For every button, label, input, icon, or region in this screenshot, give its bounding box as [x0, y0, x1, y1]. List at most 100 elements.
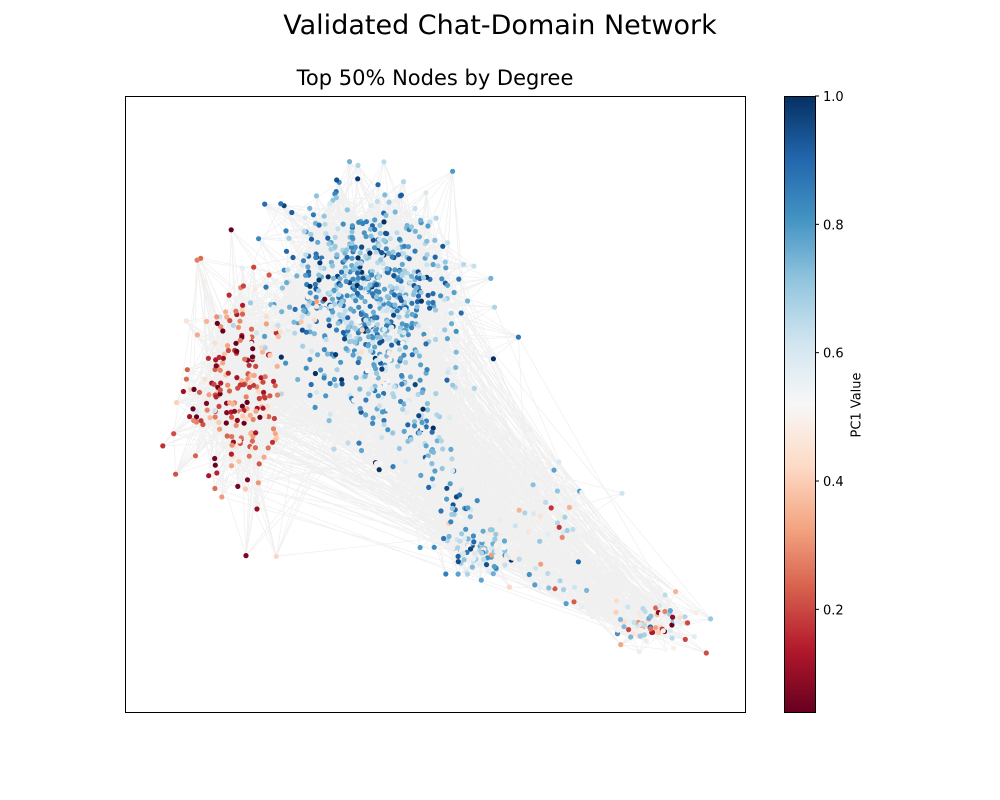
network-node — [386, 378, 392, 384]
network-node — [225, 343, 231, 349]
network-node — [382, 381, 388, 388]
network-node — [625, 604, 631, 610]
network-node — [389, 324, 395, 330]
network-node — [423, 443, 429, 449]
network-node — [379, 409, 386, 415]
network-node — [283, 360, 289, 366]
network-node — [411, 423, 418, 429]
network-node — [378, 354, 384, 360]
network-node — [408, 273, 415, 279]
network-node — [354, 290, 360, 296]
network-node — [305, 294, 311, 300]
network-node — [323, 393, 329, 399]
network-node — [279, 285, 285, 291]
network-node — [491, 563, 497, 570]
network-node — [490, 356, 496, 362]
network-node — [403, 359, 409, 366]
network-node — [303, 272, 309, 278]
network-node — [473, 528, 479, 534]
network-node — [386, 300, 392, 307]
network-node — [368, 203, 374, 209]
network-node — [442, 259, 448, 265]
network-node — [397, 295, 403, 301]
network-node — [471, 385, 477, 391]
network-node — [341, 311, 347, 318]
network-node — [427, 305, 433, 311]
network-node — [444, 496, 450, 502]
network-node — [233, 308, 239, 314]
network-node — [263, 284, 269, 290]
network-node — [653, 605, 659, 611]
network-node — [643, 638, 649, 644]
network-node — [399, 372, 405, 379]
network-node — [432, 237, 438, 243]
network-node — [399, 261, 405, 267]
network-node — [249, 354, 256, 360]
network-node — [431, 544, 437, 550]
network-node — [233, 422, 239, 428]
network-node — [331, 287, 337, 293]
network-node — [537, 585, 543, 591]
network-node — [391, 312, 397, 318]
network-node — [239, 403, 245, 409]
network-node — [256, 236, 262, 242]
network-node — [556, 459, 562, 465]
network-node — [308, 236, 315, 242]
network-node — [439, 276, 445, 282]
network-node — [429, 461, 435, 467]
network-node — [220, 360, 226, 366]
network-node — [471, 539, 477, 545]
network-node — [292, 306, 298, 312]
network-node — [223, 309, 229, 315]
network-node — [404, 222, 410, 229]
network-node — [340, 221, 346, 227]
network-node — [653, 625, 659, 631]
network-node — [543, 499, 549, 505]
network-node — [224, 314, 230, 320]
network-node — [194, 257, 200, 263]
network-node — [373, 358, 380, 364]
network-node — [355, 359, 361, 366]
colorbar-ticks: 0.2 0.4 0.6 0.8 1.0 — [815, 90, 844, 618]
network-node — [372, 217, 378, 223]
network-node — [392, 267, 398, 273]
network-node — [347, 333, 353, 339]
network-node — [228, 227, 234, 233]
network-node — [641, 622, 648, 628]
network-node — [363, 219, 369, 225]
network-node — [328, 303, 334, 309]
network-node — [401, 330, 407, 336]
network-node — [424, 401, 430, 407]
network-node — [363, 317, 369, 323]
network-node — [344, 247, 350, 253]
network-node — [445, 282, 451, 288]
network-node — [411, 269, 417, 275]
network-node — [682, 614, 688, 620]
network-node — [258, 375, 264, 381]
network-node — [487, 527, 493, 533]
network-node — [330, 309, 336, 315]
network-node — [356, 304, 362, 310]
network-node — [613, 598, 620, 604]
network-node — [457, 492, 463, 498]
network-node — [251, 264, 257, 270]
network-node — [287, 304, 293, 310]
network-node — [403, 322, 409, 329]
network-node — [394, 230, 400, 236]
network-node — [344, 207, 350, 213]
network-node — [270, 334, 276, 340]
network-node — [501, 538, 508, 544]
network-node — [516, 556, 522, 562]
network-node — [372, 226, 378, 233]
network-node — [453, 549, 459, 556]
colorbar-tick-label: 0.4 — [823, 475, 844, 490]
network-node — [346, 159, 353, 165]
network-node — [173, 400, 180, 406]
network-node — [703, 650, 709, 656]
network-node — [377, 460, 383, 466]
network-node — [248, 326, 255, 332]
network-node — [299, 313, 305, 319]
network-node — [456, 276, 462, 282]
network-node — [373, 249, 379, 255]
network-node — [420, 406, 426, 412]
